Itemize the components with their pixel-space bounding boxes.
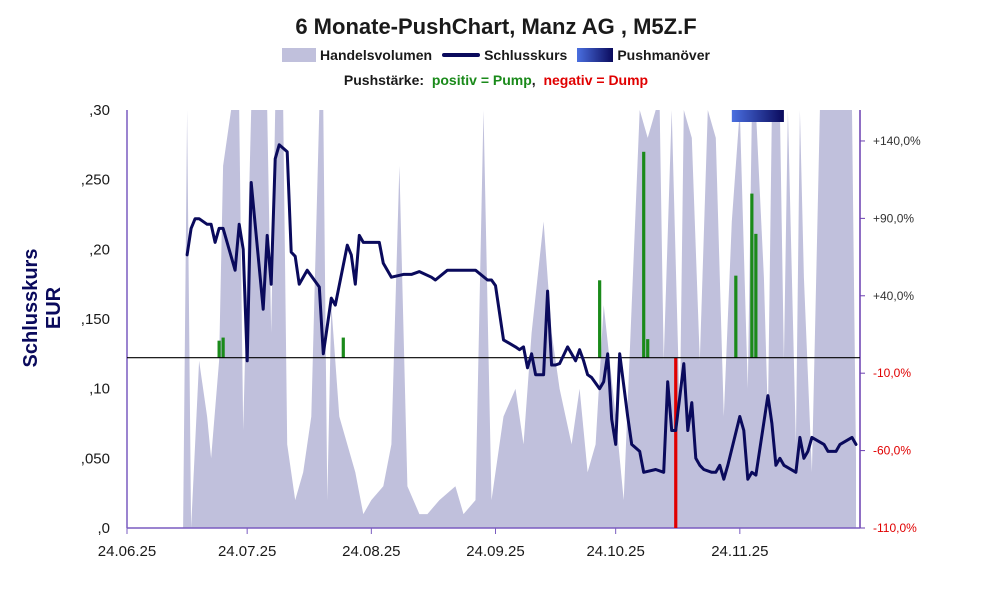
y-left-tick-label: ,20 <box>89 241 110 258</box>
push-strength-caption: Pushstärke: positiv = Pump, negativ = Du… <box>0 72 992 88</box>
y-left-tick-label: ,10 <box>89 381 110 398</box>
legend-label-push: Pushmanöver <box>617 47 710 63</box>
chart-title: 6 Monate-PushChart, Manz AG , M5Z.F <box>295 14 697 39</box>
x-tick-label: 24.11.25 <box>711 543 768 560</box>
push-caption-negative: negativ = Dump <box>543 72 649 88</box>
y-left-tick-label: ,0 <box>97 520 110 537</box>
legend: Handelsvolumen Schlusskurs Pushmanöver <box>0 47 992 63</box>
push-bar-pump <box>341 337 345 358</box>
legend-item-volume[interactable]: Handelsvolumen <box>282 47 432 63</box>
y-left-tick-label: ,30 <box>89 102 110 119</box>
y-right-tick-label: +140,0% <box>873 134 921 148</box>
push-caption-positive: positiv = Pump <box>431 72 532 88</box>
y-left-tick-label: ,050 <box>81 450 110 467</box>
push-bar-pump <box>217 340 221 358</box>
push-bar-pump <box>734 275 738 358</box>
legend-swatch-volume <box>282 48 317 62</box>
legend-swatch-price <box>442 53 481 57</box>
push-bar-pump <box>221 337 225 358</box>
y-right-tick-label: -110,0% <box>873 521 917 535</box>
push-bar-dump <box>674 357 678 528</box>
x-tick-label: 24.07.25 <box>218 543 276 560</box>
legend-item-push[interactable]: Pushmanöver <box>577 47 710 63</box>
push-maneuver-marker <box>731 110 784 122</box>
push-bar-pump <box>750 193 754 358</box>
y-right-tick-label: -10,0% <box>873 366 911 380</box>
y-left-tick-label: ,150 <box>81 311 110 328</box>
push-caption-separator: , <box>531 72 536 88</box>
x-tick-label: 24.06.25 <box>98 543 156 560</box>
push-bar-pump <box>598 280 602 358</box>
push-caption-label: Pushstärke: <box>343 72 425 88</box>
push-bar-pump <box>646 339 650 358</box>
legend-label-price: Schlusskurs <box>484 47 568 63</box>
volume-area <box>127 110 856 528</box>
y-right-tick-label: +90,0% <box>873 211 914 225</box>
x-tick-label: 24.08.25 <box>342 543 400 560</box>
y-right-tick-label: +40,0% <box>873 289 914 303</box>
y-left-tick-label: ,250 <box>81 172 110 189</box>
price-line <box>185 143 858 481</box>
x-tick-label: 24.10.25 <box>586 543 644 560</box>
push-bar-pump <box>642 151 646 358</box>
legend-swatch-push <box>577 48 614 62</box>
legend-label-volume: Handelsvolumen <box>320 47 433 63</box>
push-bar-pump <box>754 233 758 358</box>
x-tick-label: 24.09.25 <box>466 543 524 560</box>
legend-item-price[interactable]: Schlusskurs <box>442 47 567 63</box>
y-right-tick-label: -60,0% <box>873 444 911 458</box>
